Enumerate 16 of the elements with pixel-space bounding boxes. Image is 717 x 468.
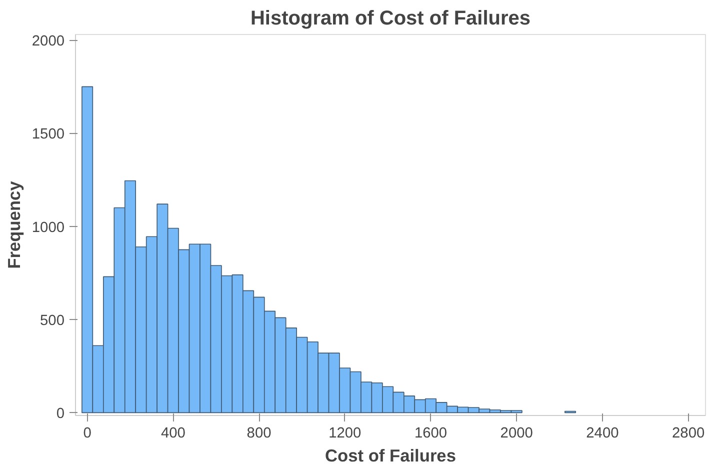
- y-tick-label: 1000: [32, 220, 65, 236]
- y-tick-label: 500: [40, 313, 65, 330]
- x-tick-label: 0: [83, 426, 92, 442]
- x-tick-label: 400: [160, 426, 186, 442]
- x-tick-label: 2400: [586, 426, 619, 442]
- x-axis-title: Cost of Failures: [325, 446, 456, 466]
- y-tick-label: 2000: [32, 34, 65, 50]
- chart-title: Histogram of Cost of Failures: [250, 8, 531, 30]
- x-tick-label: 2000: [500, 426, 533, 442]
- x-tick-label: 2800: [672, 426, 705, 442]
- x-tick-label: 1600: [414, 426, 448, 442]
- y-tick-label: 1500: [32, 126, 65, 143]
- x-tick-label: 800: [246, 426, 272, 442]
- y-axis-title: Frequency: [4, 180, 24, 269]
- y-tick-label: 0: [56, 406, 65, 422]
- x-tick-label: 1200: [328, 426, 362, 442]
